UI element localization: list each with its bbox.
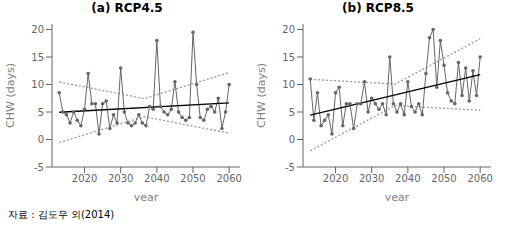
svg-text:20: 20 [31, 24, 44, 35]
svg-text:year: year [134, 191, 159, 201]
svg-text:0: 0 [289, 134, 295, 145]
html-text:자료 : 김도우 외(2014): 자료 : 김도우 외(2014) [8, 209, 115, 220]
svg-text:2020: 2020 [323, 173, 348, 184]
svg-text:2030: 2030 [359, 173, 384, 184]
svg-text:10: 10 [282, 79, 295, 90]
svg-text:2050: 2050 [431, 173, 456, 184]
svg-text:CHW (days): CHW (days) [255, 63, 268, 128]
svg-text:2040: 2040 [395, 173, 420, 184]
svg-text:2060: 2060 [216, 173, 241, 184]
svg-text:year: year [385, 191, 410, 201]
html-text:(a) RCP4.5: (a) RCP4.5 [91, 1, 163, 15]
svg-text:-5: -5 [285, 162, 295, 173]
svg-text:15: 15 [282, 52, 295, 63]
svg-text:2060: 2060 [467, 173, 492, 184]
svg-text:CHW (days): CHW (days) [4, 63, 17, 128]
svg-text:20: 20 [282, 24, 295, 35]
html-text:(b) RCP8.5: (b) RCP8.5 [342, 1, 414, 15]
svg-text:10: 10 [31, 79, 44, 90]
svg-text:5: 5 [289, 107, 295, 118]
svg-text:2030: 2030 [108, 173, 133, 184]
svg-text:0: 0 [38, 134, 44, 145]
svg-text:2040: 2040 [144, 173, 169, 184]
svg-text:2050: 2050 [180, 173, 205, 184]
svg-text:2020: 2020 [72, 173, 97, 184]
svg-text:15: 15 [31, 52, 44, 63]
svg-text:-5: -5 [34, 162, 44, 173]
svg-text:5: 5 [38, 107, 44, 118]
